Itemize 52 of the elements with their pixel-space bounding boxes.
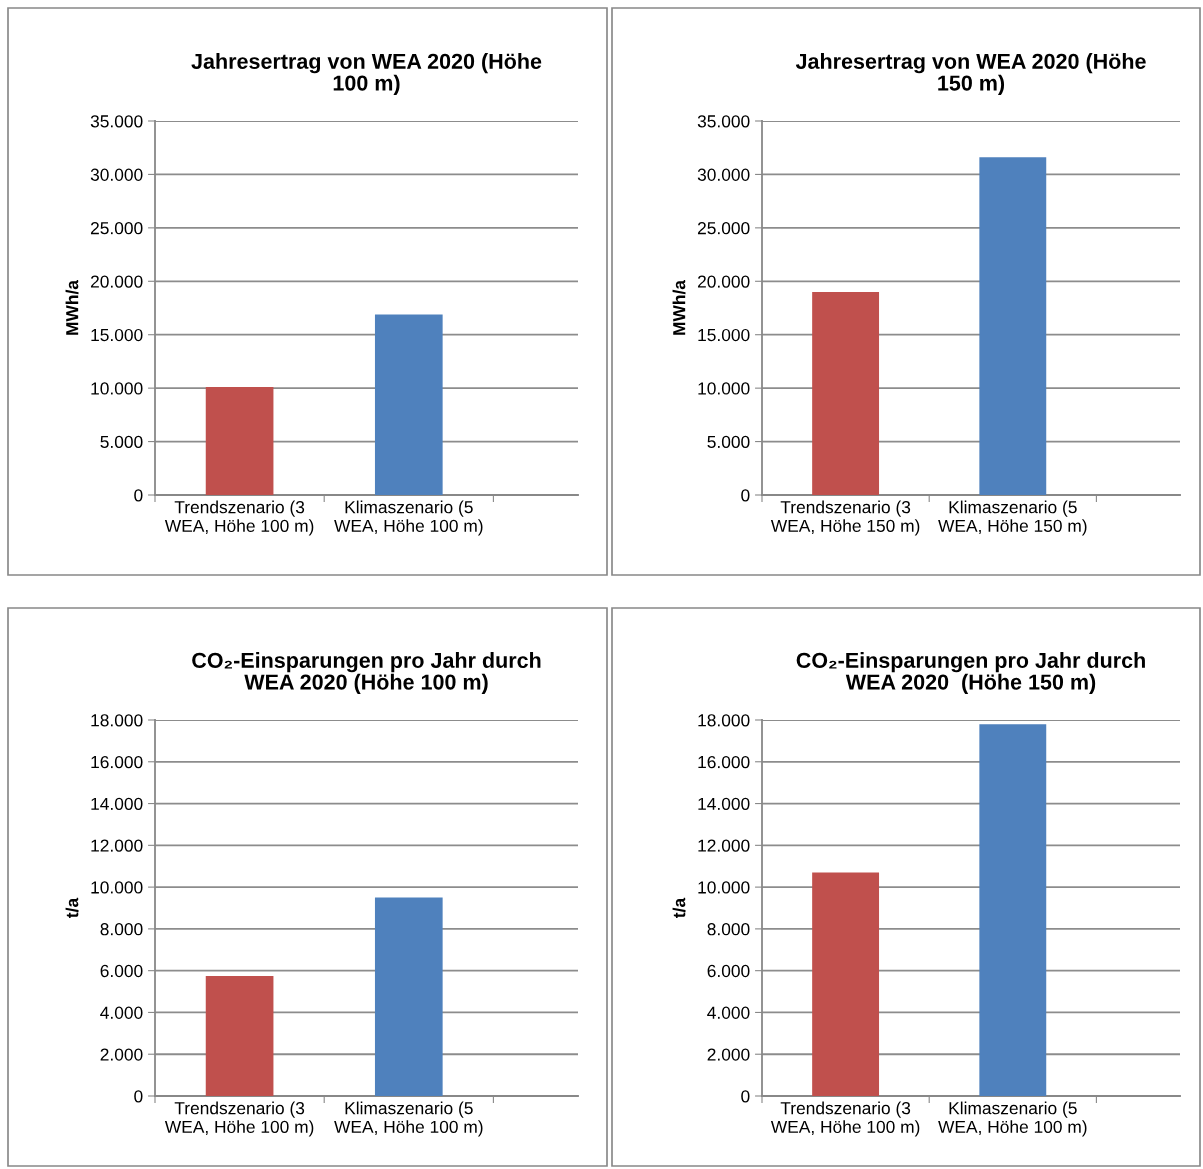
x-tick-label: Klimaszenario (5 WEA, Höhe 100 m) bbox=[938, 1101, 1087, 1137]
x-tick-label: Klimaszenario (5 WEA, Höhe 100 m) bbox=[334, 500, 483, 536]
y-axis-title: t/a bbox=[65, 897, 79, 918]
y-tick-label: 8.000 bbox=[100, 923, 143, 936]
y-tick-label: 35.000 bbox=[90, 115, 143, 128]
y-tick-label: 12.000 bbox=[91, 839, 143, 852]
y-tick-label: 4.000 bbox=[100, 1006, 143, 1019]
x-tick-label: Trendszenario (3 WEA, Höhe 100 m) bbox=[164, 500, 314, 536]
x-tick-label: Klimaszenario (5 WEA, Höhe 150 m) bbox=[938, 500, 1087, 536]
y-tick-label: 0 bbox=[134, 489, 143, 502]
y-tick-label: 6.000 bbox=[707, 964, 750, 978]
y-tick-label: 2.000 bbox=[707, 1048, 750, 1061]
y-tick-label: 30.000 bbox=[90, 168, 143, 181]
y-tick-label: 35.000 bbox=[697, 115, 750, 128]
y-tick-label: 5.000 bbox=[707, 435, 750, 449]
x-tick-label: Trendszenario (3 WEA, Höhe 100 m) bbox=[164, 1101, 314, 1137]
chart-title: Jahresertrag von WEA 2020 (Höhe 100 m) bbox=[191, 53, 542, 95]
y-tick-label: 12.000 bbox=[698, 839, 750, 852]
y-tick-label: 2.000 bbox=[100, 1048, 143, 1061]
y-tick-label: 20.000 bbox=[90, 275, 143, 288]
y-tick-label: 10.000 bbox=[698, 382, 750, 395]
y-tick-label: 18.000 bbox=[91, 714, 143, 727]
y-tick-label: 6.000 bbox=[100, 964, 143, 978]
x-tick-label: Klimaszenario (5 WEA, Höhe 100 m) bbox=[334, 1101, 483, 1137]
y-tick-label: 14.000 bbox=[91, 797, 143, 811]
y-tick-label: 5.000 bbox=[100, 435, 143, 449]
y-tick-label: 15.000 bbox=[698, 328, 750, 342]
y-tick-label: 18.000 bbox=[698, 714, 750, 727]
y-tick-label: 10.000 bbox=[698, 881, 750, 894]
x-tick-label: Trendszenario (3 WEA, Höhe 100 m) bbox=[770, 1101, 920, 1137]
y-axis-title: MWh/a bbox=[672, 279, 686, 335]
y-axis-title: t/a bbox=[672, 897, 686, 918]
y-tick-label: 8.000 bbox=[707, 923, 750, 936]
y-tick-label: 25.000 bbox=[90, 222, 143, 235]
y-tick-label: 30.000 bbox=[697, 168, 750, 181]
y-tick-label: 0 bbox=[741, 1090, 750, 1103]
y-axis-title: MWh/a bbox=[65, 279, 79, 335]
chart-title: CO₂-Einsparungen pro Jahr durch WEA 2020 (Höhe 100 m) bbox=[192, 652, 541, 694]
chart-title: CO₂-Einsparungen pro Jahr durch WEA 2020 (Höhe 150 m) bbox=[796, 652, 1145, 694]
chart-title: Jahresertrag von WEA 2020 (Höhe 150 m) bbox=[795, 53, 1146, 95]
y-tick-label: 4.000 bbox=[707, 1006, 750, 1019]
y-tick-label: 15.000 bbox=[91, 328, 143, 342]
y-tick-label: 0 bbox=[741, 489, 750, 502]
y-tick-label: 16.000 bbox=[91, 755, 143, 769]
y-tick-label: 10.000 bbox=[91, 382, 143, 395]
y-tick-label: 20.000 bbox=[697, 275, 750, 288]
y-tick-label: 10.000 bbox=[91, 881, 143, 894]
y-tick-label: 25.000 bbox=[697, 222, 750, 235]
y-tick-label: 16.000 bbox=[698, 755, 750, 769]
x-tick-label: Trendszenario (3 WEA, Höhe 150 m) bbox=[770, 500, 920, 536]
y-tick-label: 0 bbox=[134, 1090, 143, 1103]
y-tick-label: 14.000 bbox=[698, 797, 750, 811]
